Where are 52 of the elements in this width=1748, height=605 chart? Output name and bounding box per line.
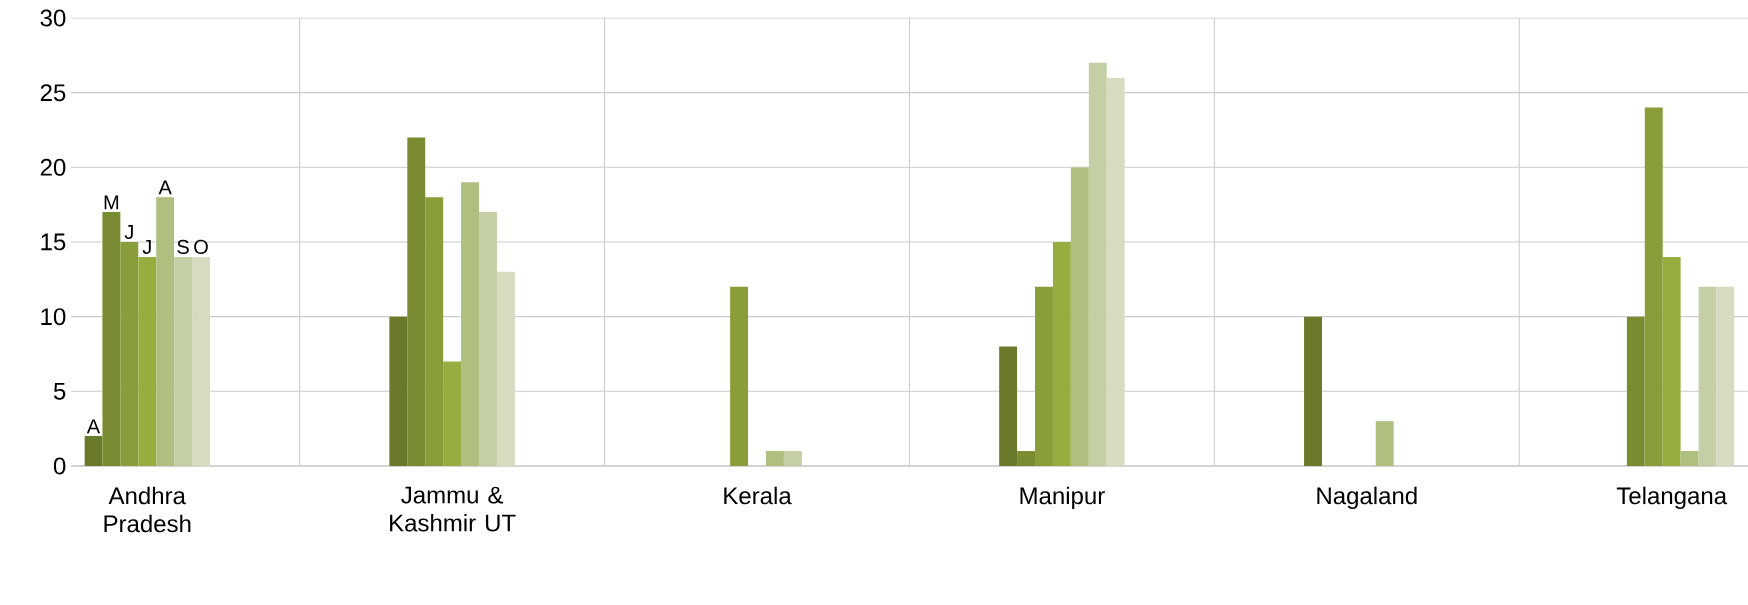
bar	[1698, 286, 1717, 466]
bar	[1375, 421, 1394, 466]
bar	[1662, 256, 1681, 466]
y-tick-label: 10	[41, 308, 66, 326]
bar	[479, 212, 497, 466]
x-tick-label: Jammu & Kashmir UT	[390, 486, 516, 532]
bar	[102, 212, 121, 466]
series-label: S	[177, 239, 189, 254]
bar	[1088, 62, 1107, 466]
bar	[1035, 286, 1053, 466]
y-tick-label: 30	[40, 9, 66, 27]
bar	[138, 256, 157, 466]
bar	[1680, 451, 1699, 466]
y-tick-label: 0	[53, 457, 66, 475]
bar	[389, 316, 408, 466]
y-tick-label: 15	[41, 233, 66, 251]
y-tick-label: 20	[40, 158, 66, 176]
x-tick-label: Telangana	[1616, 486, 1728, 510]
series-label: A	[158, 180, 172, 195]
bar	[999, 346, 1018, 466]
x-tick-label: Nagaland	[1317, 486, 1417, 510]
bar	[192, 256, 210, 466]
bar	[1017, 451, 1036, 466]
bar	[120, 241, 139, 466]
bar	[156, 197, 175, 466]
bar	[1716, 286, 1735, 466]
bar	[461, 182, 480, 466]
bar	[1304, 316, 1322, 466]
bar	[783, 451, 802, 466]
series-label: J	[142, 240, 151, 254]
bar	[1070, 167, 1089, 466]
bar	[1644, 107, 1663, 466]
bar	[425, 197, 444, 466]
bar	[1106, 77, 1125, 466]
bar	[443, 361, 462, 466]
bar	[407, 137, 426, 466]
bar	[1052, 241, 1071, 466]
series-label: M	[104, 195, 119, 210]
series-label: J	[124, 225, 133, 240]
x-tick-label: Andhra Pradesh	[104, 486, 191, 533]
bar	[496, 271, 515, 466]
x-tick-label: Kerala	[724, 486, 792, 505]
bar	[765, 451, 784, 466]
series-label: A	[86, 419, 101, 434]
bar	[84, 436, 103, 466]
y-tick-label: 5	[53, 382, 66, 400]
series-label: O	[194, 239, 208, 254]
y-tick-label: 25	[40, 84, 66, 102]
bar	[174, 256, 193, 466]
bar	[1626, 316, 1645, 466]
bar	[730, 286, 749, 466]
x-tick-label: Manipur	[1020, 486, 1105, 510]
